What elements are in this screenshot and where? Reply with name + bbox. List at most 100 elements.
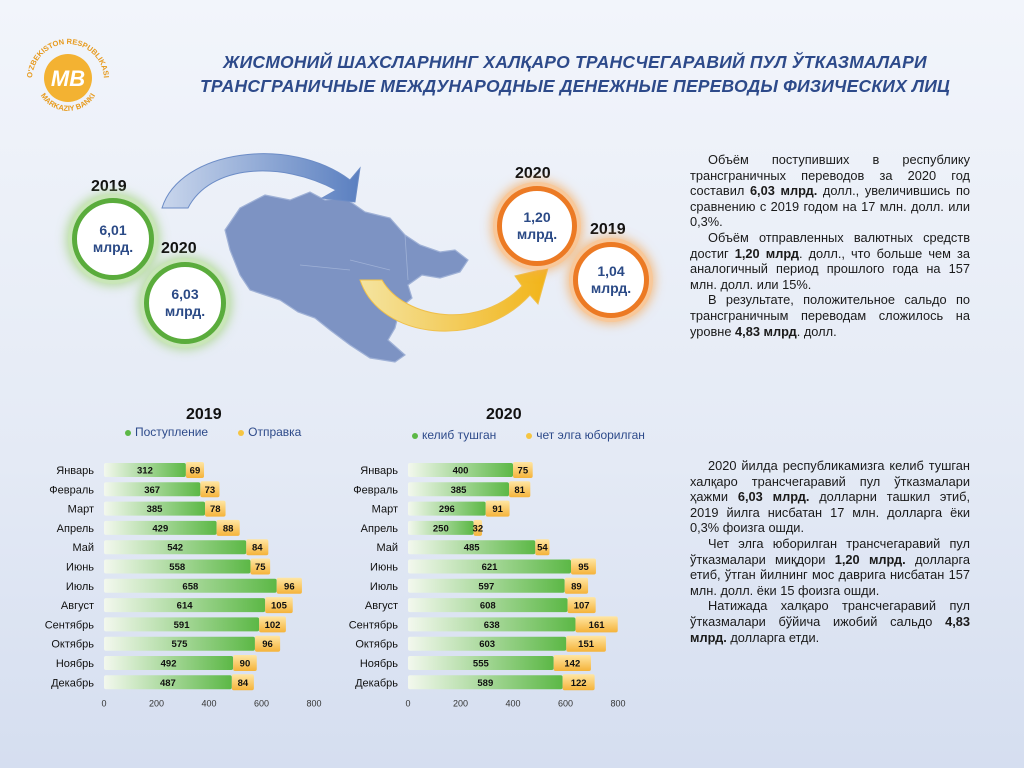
inflow-bar xyxy=(104,617,260,632)
outflow-bar xyxy=(276,577,302,594)
outflow-bar xyxy=(254,635,281,652)
inflow-2019-bubble: 6,01 млрд. xyxy=(72,198,154,280)
outflow-bar xyxy=(485,500,510,517)
inflow-arrow-icon xyxy=(161,153,361,209)
month-label: Февраль xyxy=(353,484,398,496)
outflow-bar xyxy=(265,597,293,614)
outflow-value-label: 54 xyxy=(537,543,548,554)
outflow-value-label: 151 xyxy=(578,639,595,650)
outflow-value-label: 69 xyxy=(190,466,201,477)
inflow-bar xyxy=(408,501,486,516)
month-label: Октябрь xyxy=(355,639,398,651)
outflow-bar xyxy=(200,481,220,498)
inflow-value-label: 658 xyxy=(182,581,198,592)
outflow-bar xyxy=(233,655,257,671)
month-label: Март xyxy=(372,504,398,516)
chart-2020-title: 2020 xyxy=(486,406,522,423)
inflow-2020-year: 2020 xyxy=(161,240,197,257)
month-label: Сентябрь xyxy=(349,619,399,631)
chart-2020: Январь 400 75 Февраль 385 81 Март 296 91 Апрель 25… xyxy=(349,462,626,709)
outflow-2020-year: 2020 xyxy=(515,165,551,182)
outflow-value-label: 95 xyxy=(578,562,589,573)
outflow-bar xyxy=(553,655,591,671)
outflow-bar xyxy=(564,577,589,594)
x-tick-label: 200 xyxy=(149,699,164,709)
outflow-2019-bubble: 1,04 млрд. xyxy=(573,242,649,318)
inflow-value-label: 400 xyxy=(453,466,469,477)
month-label: Апрель xyxy=(361,523,399,535)
month-label: Февраль xyxy=(49,484,94,496)
inflow-bar xyxy=(104,559,251,574)
inflow-value-label: 296 xyxy=(439,504,455,515)
legend-outflow-2019: Отправка xyxy=(238,425,301,439)
inflow-bar xyxy=(408,540,536,555)
month-label: Ноябрь xyxy=(56,658,94,670)
inflow-value-label: 589 xyxy=(477,678,493,689)
inflow-value-label: 621 xyxy=(482,562,499,573)
inflow-value-label: 608 xyxy=(480,601,496,612)
inflow-bar xyxy=(104,482,201,497)
outflow-value-label: 90 xyxy=(240,659,251,670)
month-label: Май xyxy=(376,542,398,554)
inflow-value-label: 250 xyxy=(433,523,449,534)
month-label: Октябрь xyxy=(51,639,94,651)
outflow-2020-bubble: 1,20 млрд. xyxy=(497,186,577,266)
inflow-value-label: 385 xyxy=(451,485,468,496)
month-label: Апрель xyxy=(57,523,95,535)
outflow-2019-year: 2019 xyxy=(590,221,626,238)
x-tick-label: 200 xyxy=(453,699,468,709)
x-tick-label: 400 xyxy=(201,699,216,709)
outflow-bar xyxy=(473,519,483,536)
outflow-value-label: 78 xyxy=(210,504,221,515)
month-label: Декабрь xyxy=(355,677,398,689)
inflow-bar xyxy=(104,598,266,613)
inflow-2020-bubble: 6,03 млрд. xyxy=(144,262,226,344)
inflow-value-label: 492 xyxy=(161,659,177,670)
outflow-value-label: 122 xyxy=(571,678,587,689)
inflow-bar xyxy=(408,578,565,593)
outflow-bar xyxy=(566,635,606,652)
inflow-value-label: 614 xyxy=(177,601,194,612)
inflow-bar xyxy=(104,675,232,690)
inflow-bar xyxy=(408,559,572,574)
outflow-value-label: 96 xyxy=(262,639,273,650)
x-tick-label: 0 xyxy=(405,699,410,709)
uzbek-summary: 2020 йилда республикамизга келиб тушган … xyxy=(690,458,971,645)
month-label: Сентябрь xyxy=(45,619,95,631)
inflow-bar xyxy=(104,578,277,593)
inflow-bar xyxy=(408,636,567,651)
russian-summary: Объём поступивших в республику трансгран… xyxy=(690,152,970,339)
outflow-value-label: 73 xyxy=(205,485,216,496)
outflow-bar xyxy=(205,500,226,517)
inflow-value-label: 558 xyxy=(169,562,185,573)
inflow-value-label: 487 xyxy=(160,678,176,689)
inflow-bar xyxy=(408,675,563,690)
title-russian: ТРАНСГРАНИЧНЫЕ МЕЖДУНАРОДНЫЕ ДЕНЕЖНЫЕ ПЕ… xyxy=(200,76,950,96)
outflow-bar xyxy=(246,539,269,556)
outflow-value-label: 102 xyxy=(265,620,281,631)
outflow-bar xyxy=(250,558,271,575)
inflow-bar xyxy=(104,656,234,670)
x-tick-label: 800 xyxy=(610,699,625,709)
month-label: Ноябрь xyxy=(360,658,398,670)
x-tick-label: 400 xyxy=(505,699,520,709)
legend-outflow-2020: чет элга юборилган xyxy=(526,428,645,442)
x-tick-label: 600 xyxy=(254,699,269,709)
outflow-value-label: 75 xyxy=(255,562,266,573)
title-uzbek: ЖИСМОНИЙ ШАХСЛАРНИНГ ХАЛҚАРО ТРАНСЧЕГАРА… xyxy=(223,52,927,72)
outflow-value-label: 88 xyxy=(223,523,234,534)
chart-2019: Январь 312 69 Февраль 367 73 Март 385 78 Апрель 42… xyxy=(45,462,322,709)
inflow-value-label: 385 xyxy=(147,504,164,515)
outflow-value-label: 81 xyxy=(514,485,525,496)
outflow-bar xyxy=(567,597,596,614)
x-tick-label: 800 xyxy=(306,699,321,709)
month-label: Июнь xyxy=(370,562,398,574)
outflow-value-label: 142 xyxy=(564,659,580,670)
outflow-value-label: 105 xyxy=(271,601,288,612)
inflow-bar xyxy=(104,520,217,535)
outflow-bar xyxy=(509,481,531,498)
month-label: Декабрь xyxy=(51,677,94,689)
uzbekistan-map xyxy=(161,153,549,363)
outflow-bar xyxy=(535,539,550,556)
outflow-bar xyxy=(259,616,286,633)
